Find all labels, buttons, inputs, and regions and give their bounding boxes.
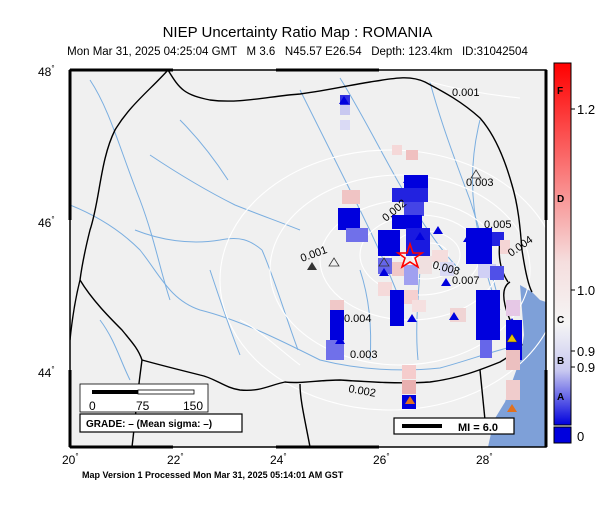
lon-tick: 22° [167,452,184,467]
contour-label: 0.005 [484,219,512,231]
colorbar-value: 0.9 [577,360,595,375]
event-subtitle: Mon Mar 31, 2025 04:25:04 GMT M 3.6 N45.… [67,46,528,58]
contour-label: 0.004 [344,313,372,325]
lat-tick-labels: 48° 46° 44° [38,64,55,380]
scale-tick: 0 [89,399,96,413]
colorbar-value: 0.9 [577,344,595,359]
colorbar-zero-swatch [553,426,572,444]
station-triangle-icon [379,268,389,276]
contour-label: 0.003 [350,349,378,361]
grade-letter: A [557,392,564,403]
contour-label: 0.007 [452,275,480,287]
colorbar-ticks [571,108,575,368]
country-borders [70,70,533,447]
station-triangle-icon [479,290,489,298]
station-triangle-icon [405,396,415,404]
mi-legend-text: MI = 6.0 [458,422,498,434]
lat-tick: 46° [38,215,55,230]
station-triangle-icon [339,96,349,104]
grade-text: GRADE: – (Mean sigma: –) [86,419,212,430]
colorbar-value: 1.2 [577,102,595,117]
grade-box [79,413,243,433]
station-triangle-icon [335,336,345,344]
scale-bar-icon [92,390,138,394]
station-triangle-icon [407,314,417,322]
lon-tick: 26° [373,452,390,467]
processing-footer: Map Version 1 Processed Mon Mar 31, 2025… [82,470,344,480]
contour-label: 0.003 [466,177,494,189]
station-triangle-icon [378,257,390,267]
frame-ticks [68,68,548,449]
station-triangle-icon [328,257,340,267]
colorbar-values: 1.2 1.0 0.9 0.9 0 [577,102,595,444]
scale-tick: 75 [136,399,150,413]
map-title: NIEP Uncertainty Ratio Map : ROMANIA [162,24,433,41]
station-triangle-icon [441,278,451,286]
map-body: 0.001 0.002 0.003 0.005 0.004 0.008 0.00… [70,70,546,447]
grade-letter: C [557,315,564,326]
lon-tick: 28° [476,452,493,467]
lat-tick: 44° [38,365,55,380]
station-triangle-icon [507,318,517,326]
station-triangle-icon [307,262,317,270]
lon-tick-labels: 20° 22° 24° 26° 28° [62,452,493,467]
station-triangle-icon [507,404,517,412]
grade-letter: F [557,86,563,97]
colorbar-value: 0 [577,429,584,444]
grade-letter: D [557,194,564,205]
colorbar-value: 1.0 [577,283,595,298]
grade-letter: B [557,356,564,367]
lat-tick: 48° [38,64,55,79]
scale-bar: 0 75 150 [79,383,209,413]
station-triangle-icon [449,312,459,320]
black-sea [488,285,546,447]
colorbar-icon [553,62,572,426]
station-triangle-icon [463,234,473,242]
station-triangle-icon [403,175,413,183]
lon-tick: 24° [270,452,287,467]
uncertainty-cells [326,95,522,409]
stations [307,96,518,412]
mi-legend-box [393,417,515,435]
contour-label: 0.002 [347,383,376,400]
station-triangle-icon [433,226,443,234]
station-triangle-icon [415,232,425,240]
scale-tick: 150 [183,399,203,413]
lon-tick: 20° [62,452,79,467]
station-triangle-icon [506,333,518,343]
mi-legend-line [402,424,442,428]
epicenter-star-icon [395,241,425,269]
colorbar-letters: F D C B A [557,86,564,403]
contour-label: 0.001 [452,87,480,99]
station-triangle-icon [391,294,401,302]
station-triangle-icon [470,169,482,179]
